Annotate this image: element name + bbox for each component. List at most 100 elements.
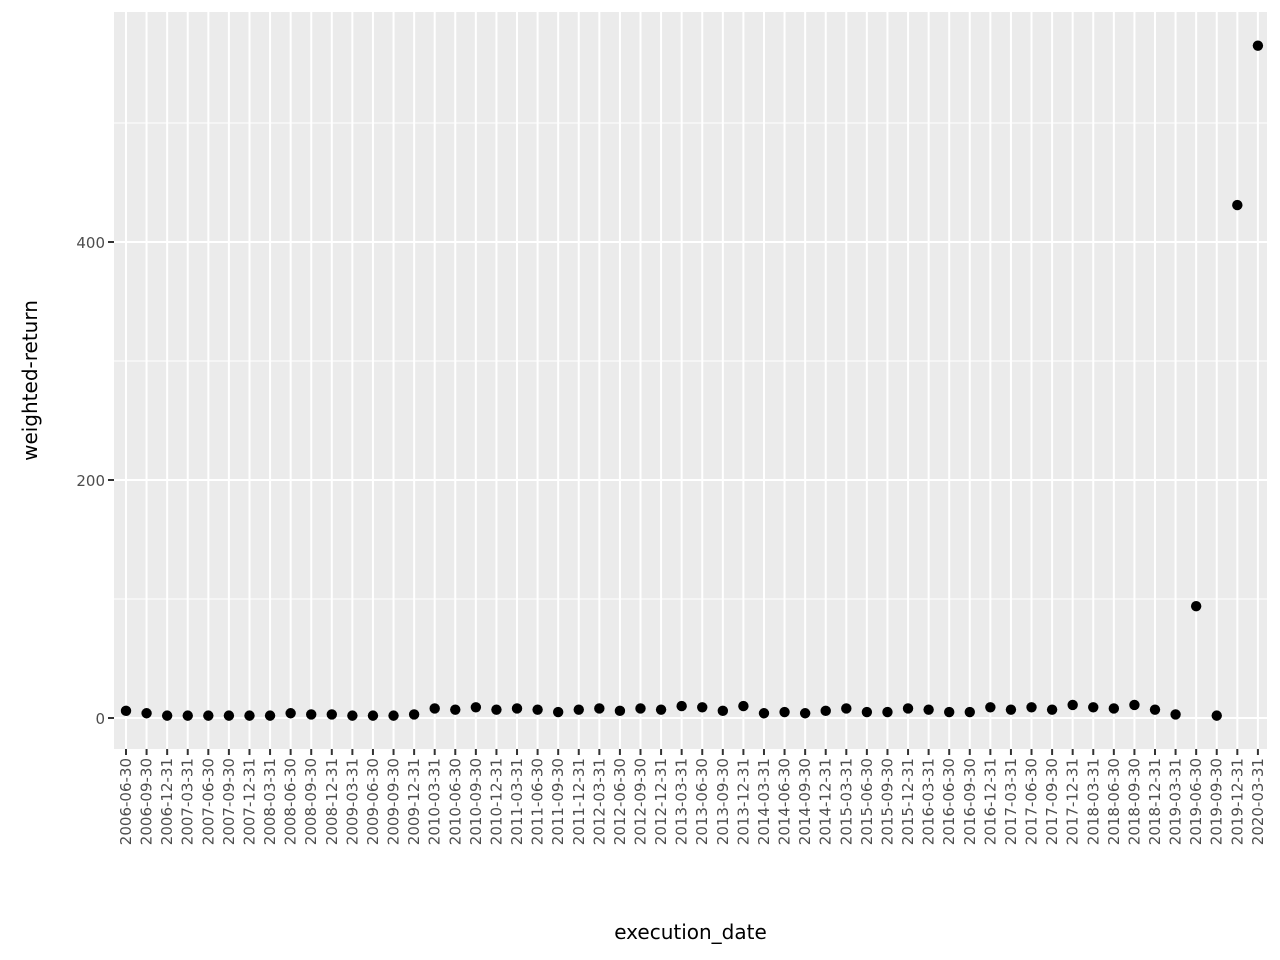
data-point	[182, 710, 193, 721]
x-tick-label: 2013-06-30	[693, 758, 711, 845]
x-tick-label: 2007-06-30	[199, 758, 217, 845]
data-point	[347, 710, 358, 721]
data-point	[264, 710, 276, 721]
data-point	[635, 703, 646, 714]
x-tick-label: 2018-09-30	[1125, 758, 1143, 845]
x-tick-label: 2008-12-31	[323, 758, 341, 845]
data-point	[697, 702, 708, 713]
y-axis-title: weighted-return	[18, 300, 42, 461]
x-tick-label: 2019-06-30	[1187, 758, 1205, 845]
x-tick-label: 2014-12-31	[817, 758, 835, 845]
data-point	[450, 704, 461, 715]
data-points	[120, 40, 1264, 721]
data-point	[944, 706, 955, 718]
data-point	[223, 710, 235, 721]
x-tick-label: 2016-03-31	[920, 758, 938, 845]
data-point	[799, 708, 811, 719]
data-point	[367, 710, 379, 721]
x-tick-label: 2016-09-30	[961, 758, 979, 845]
x-tick-label: 2010-06-30	[446, 758, 464, 845]
x-tick-label: 2007-09-30	[220, 758, 238, 845]
x-tick-label: 2014-09-30	[796, 758, 814, 845]
x-tick-label: 2016-12-31	[981, 758, 999, 845]
x-tick-label: 2017-06-30	[1023, 758, 1041, 845]
plot-panel	[114, 12, 1267, 749]
x-axis: 2006-06-30 2006-09-30 2006-12-31 2007-03-31…	[117, 749, 1267, 845]
x-tick-label: 2006-12-31	[158, 758, 176, 845]
data-point	[1005, 704, 1017, 715]
x-tick-label: 2015-09-30	[878, 758, 896, 845]
data-point	[326, 709, 337, 720]
data-point	[141, 708, 152, 719]
x-tick-label: 2013-12-31	[734, 758, 752, 845]
x-tick-label: 2013-03-31	[673, 758, 691, 845]
x-tick-label: 2011-06-30	[529, 758, 547, 845]
data-point	[161, 710, 173, 721]
data-point	[306, 709, 317, 720]
x-tick-label: 2010-03-31	[426, 758, 444, 845]
data-point	[429, 703, 440, 714]
x-tick-label: 2012-09-30	[632, 758, 650, 845]
x-tick-label: 2019-03-31	[1167, 758, 1185, 845]
x-tick-label: 2007-03-31	[179, 758, 197, 845]
data-point	[532, 704, 543, 715]
x-tick-label: 2017-03-31	[1002, 758, 1020, 845]
y-tick-label: 400	[76, 234, 105, 252]
x-tick-label: 2016-06-30	[940, 758, 958, 845]
data-point	[655, 704, 667, 715]
x-tick-label: 2012-12-31	[652, 758, 670, 845]
x-tick-label: 2017-12-31	[1064, 758, 1082, 845]
y-tick-label: 200	[76, 472, 105, 490]
x-tick-label: 2013-09-30	[714, 758, 732, 845]
x-tick-label: 2010-12-31	[487, 758, 505, 845]
data-point	[1046, 704, 1058, 715]
x-tick-label: 2015-12-31	[899, 758, 917, 845]
x-tick-label: 2018-12-31	[1146, 758, 1164, 845]
data-point	[388, 710, 399, 721]
data-point	[491, 704, 502, 715]
data-point	[573, 704, 584, 715]
data-point	[1170, 709, 1181, 720]
data-point	[120, 705, 132, 717]
data-point	[923, 704, 934, 715]
x-tick-label: 2012-06-30	[611, 758, 629, 845]
x-tick-label: 2009-03-31	[343, 758, 361, 845]
x-axis-title: execution_date	[614, 920, 767, 944]
data-point	[1211, 710, 1222, 721]
data-point	[779, 706, 790, 718]
data-point	[614, 705, 626, 717]
data-point	[285, 708, 296, 719]
data-point	[1067, 699, 1078, 711]
data-point	[820, 705, 831, 717]
x-tick-label: 2019-12-31	[1228, 758, 1246, 845]
data-point	[408, 709, 420, 720]
x-tick-label: 2018-03-31	[1084, 758, 1102, 845]
data-point	[1026, 702, 1037, 713]
data-point	[676, 700, 687, 712]
data-point	[552, 706, 564, 718]
data-point	[902, 703, 914, 714]
x-tick-label: 2007-12-31	[240, 758, 258, 845]
data-point	[244, 710, 255, 721]
x-tick-label: 2019-09-30	[1208, 758, 1226, 845]
x-tick-label: 2006-09-30	[138, 758, 156, 845]
x-tick-label: 2011-12-31	[570, 758, 588, 845]
data-point	[841, 703, 852, 714]
data-point	[203, 710, 214, 721]
x-tick-label: 2012-03-31	[590, 758, 608, 845]
data-point	[985, 702, 996, 713]
data-point	[594, 703, 605, 714]
x-tick-label: 2011-09-30	[549, 758, 567, 845]
data-point	[964, 706, 975, 718]
minor-gridlines	[114, 122, 1267, 600]
x-tick-label: 2008-03-31	[261, 758, 279, 845]
y-axis: 0 200 400	[76, 234, 114, 728]
data-point	[758, 708, 770, 719]
x-tick-label: 2014-06-30	[776, 758, 794, 845]
data-point	[882, 706, 893, 718]
data-point	[1232, 199, 1243, 211]
x-tick-label: 2009-09-30	[385, 758, 403, 845]
data-point	[1149, 704, 1161, 715]
x-tick-label: 2011-03-31	[508, 758, 526, 845]
